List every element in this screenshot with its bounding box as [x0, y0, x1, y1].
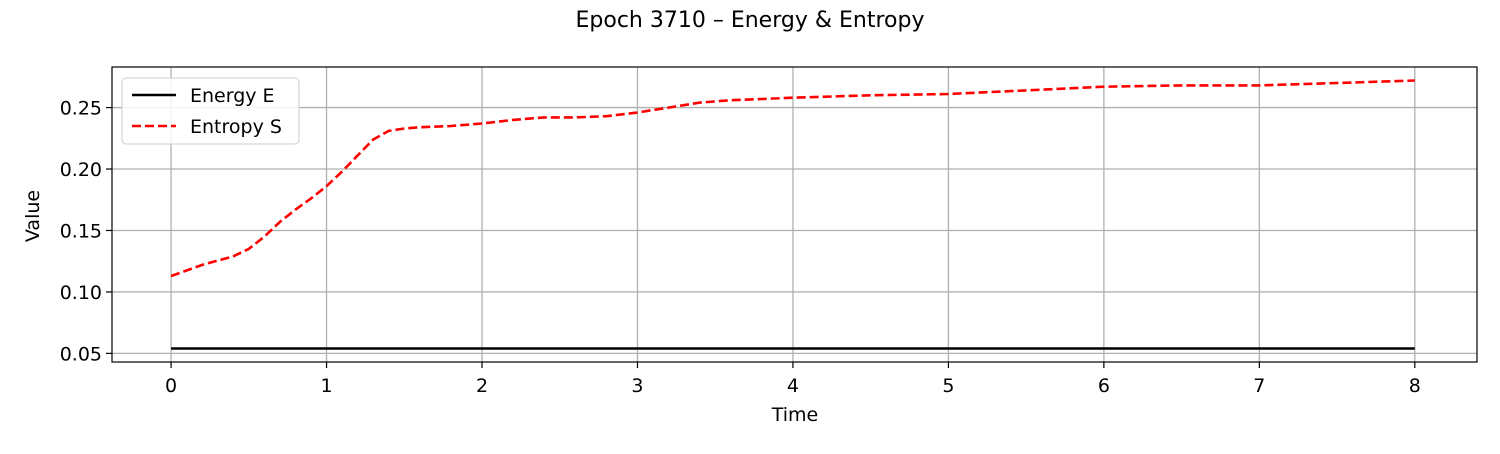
x-tick-label: 0 — [165, 375, 177, 397]
legend: Energy E Entropy S — [121, 77, 300, 145]
axis-ticks: 0 1 2 3 4 5 6 7 8 0.05 0.10 0.15 0.20 0.25 — [60, 98, 1421, 397]
y-tick-label: 0.10 — [60, 282, 102, 304]
plot-frame — [111, 66, 1478, 363]
legend-label-energy: Energy E — [190, 85, 275, 107]
x-tick-label: 5 — [942, 375, 954, 397]
x-tick-label: 7 — [1253, 375, 1265, 397]
x-tick-label: 8 — [1409, 375, 1421, 397]
y-tick-label: 0.20 — [60, 159, 102, 181]
x-axis-label: Time — [771, 404, 819, 426]
x-tick-label: 3 — [631, 375, 643, 397]
y-tick-label: 0.05 — [60, 343, 102, 365]
y-axis-label: Value — [22, 190, 44, 242]
x-tick-label: 1 — [320, 375, 332, 397]
x-tick-label: 6 — [1098, 375, 1110, 397]
x-tick-label: 2 — [476, 375, 488, 397]
series-line-entropy — [170, 79, 1415, 278]
x-tick-label: 4 — [787, 375, 799, 397]
series-layer — [170, 79, 1415, 350]
chart-title: Epoch 3710 – Energy & Entropy — [576, 8, 925, 33]
legend-label-entropy: Entropy S — [190, 116, 282, 138]
y-tick-label: 0.15 — [60, 220, 102, 242]
grid — [112, 67, 1477, 362]
y-tick-label: 0.25 — [60, 98, 102, 120]
